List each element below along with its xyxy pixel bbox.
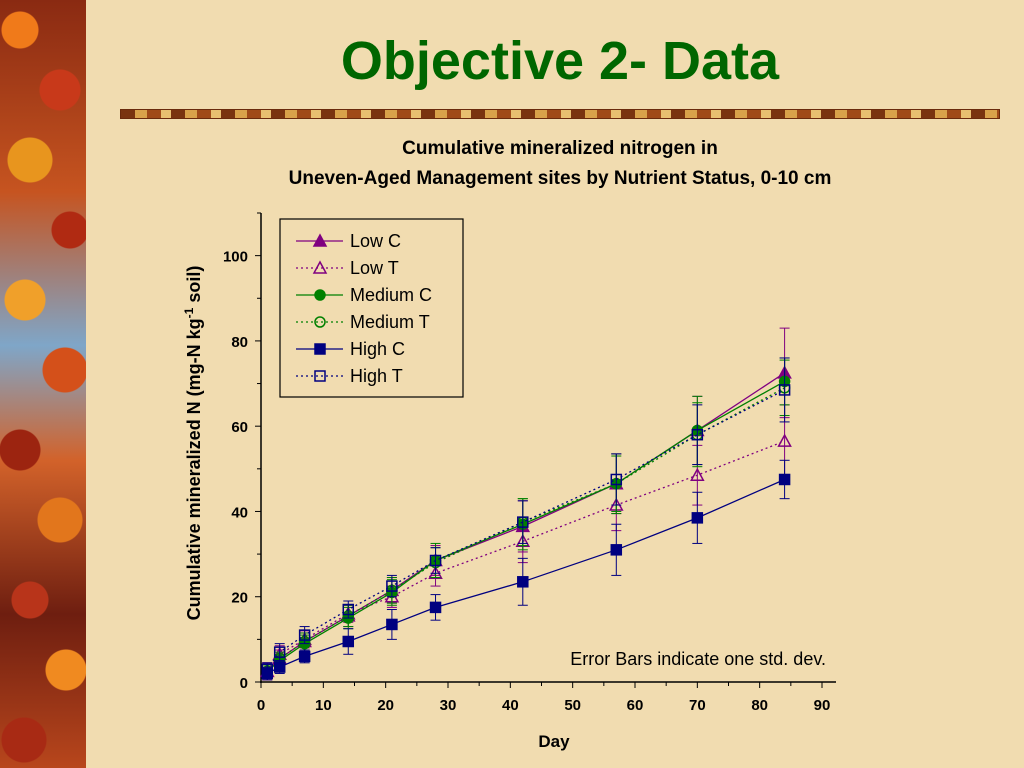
legend-marker: [312, 233, 328, 247]
x-tick-label: 70: [689, 697, 706, 714]
legend-label: Medium C: [350, 285, 432, 305]
x-tick-label: 50: [564, 697, 581, 714]
legend-marker: [312, 260, 328, 274]
data-point: [517, 576, 529, 588]
x-tick-label: 90: [814, 697, 831, 714]
series-line: [266, 440, 785, 672]
data-point: [429, 554, 442, 567]
data-point: [273, 661, 286, 673]
data-point: [386, 580, 398, 592]
data-point: [778, 473, 791, 486]
data-point: [778, 384, 791, 396]
series-line: [266, 387, 785, 672]
x-axis-label: Day: [538, 732, 570, 751]
data-point: [691, 512, 704, 524]
series-line: [266, 478, 785, 675]
x-tick-label: 10: [315, 697, 332, 714]
data-point: [610, 544, 623, 556]
data-point: [690, 467, 705, 481]
data-point: [342, 635, 355, 648]
legend-label: Low C: [350, 231, 401, 251]
page-title: Objective 2- Data: [340, 31, 780, 91]
data-point: [342, 603, 355, 616]
data-point: [386, 618, 398, 631]
y-tick-label: 80: [231, 334, 248, 351]
legend-label: Medium T: [350, 312, 430, 332]
y-tick-label: 60: [231, 419, 248, 436]
chart-title-line-1: Cumulative mineralized nitrogen in: [402, 138, 718, 159]
title-divider: [120, 109, 1000, 119]
data-point: [610, 473, 623, 486]
legend-label: High C: [350, 339, 405, 359]
data-point: [298, 650, 311, 663]
data-point: [298, 629, 311, 641]
y-tick-label: 0: [240, 675, 248, 692]
x-tick-label: 80: [751, 697, 768, 714]
legend-marker: [314, 343, 326, 355]
data-point: [691, 428, 704, 441]
legend-label: High T: [350, 366, 403, 386]
x-tick-label: 40: [502, 697, 519, 714]
autumn-leaves-image: [0, 0, 86, 768]
data-point: [517, 516, 529, 528]
error-bar-note: Error Bars indicate one std. dev.: [570, 649, 826, 669]
y-tick-label: 20: [231, 590, 248, 607]
legend-marker: [314, 370, 326, 382]
x-tick-label: 30: [440, 697, 457, 714]
data-point: [777, 433, 792, 447]
legend-marker: [314, 316, 326, 328]
x-tick-label: 0: [257, 697, 265, 714]
x-tick-label: 20: [377, 697, 394, 714]
y-tick-label: 100: [223, 249, 248, 266]
data-point: [429, 601, 442, 614]
series-line: [266, 389, 785, 670]
data-point: [261, 663, 273, 675]
x-tick-label: 60: [627, 697, 644, 714]
y-tick-label: 40: [231, 504, 248, 521]
data-point: [273, 646, 286, 658]
y-axis-label: Cumulative mineralized N (mg-N kg-1 soil…: [182, 266, 204, 621]
legend-label: Low T: [350, 258, 399, 278]
chart-title-line-2: Uneven-Aged Management sites by Nutrient…: [288, 168, 832, 189]
legend-marker: [314, 289, 326, 301]
legend-box: [279, 218, 464, 398]
